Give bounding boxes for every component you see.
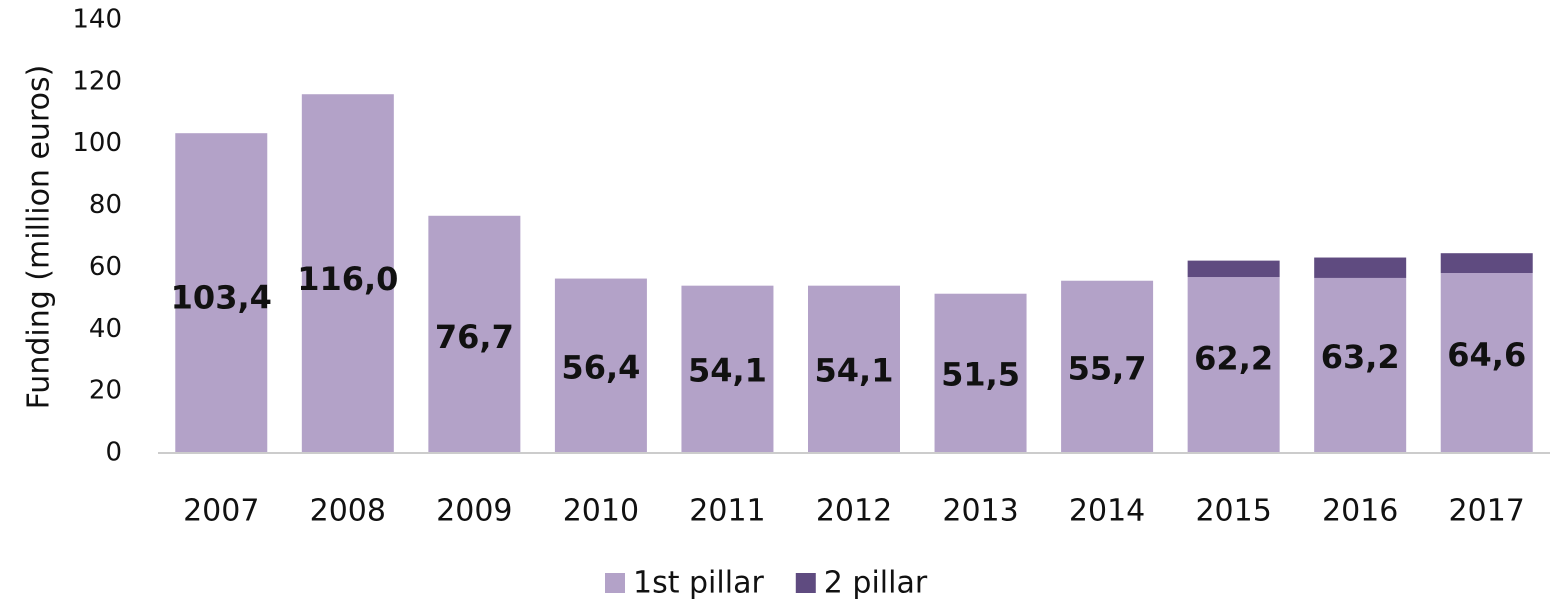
bar-segment	[1314, 257, 1407, 278]
x-tick-label: 2007	[183, 494, 259, 529]
data-label: 54,1	[815, 352, 894, 390]
data-label: 64,6	[1447, 336, 1526, 374]
data-label: 54,1	[688, 352, 767, 390]
bar-segment	[808, 285, 900, 453]
bar-segment	[175, 133, 268, 453]
legend-swatch	[605, 573, 625, 593]
bar-segment	[428, 215, 521, 453]
bar-segment	[934, 293, 1027, 453]
x-tick-label: 2011	[689, 494, 765, 529]
data-label: 103,4	[171, 278, 272, 316]
data-label: 116,0	[297, 260, 398, 298]
bar-segment	[301, 94, 394, 453]
x-tick-label: 2008	[310, 494, 386, 529]
bar-segment	[1187, 260, 1280, 278]
data-label: 62,2	[1194, 340, 1273, 378]
bar-segment	[1187, 277, 1280, 453]
bar-segment	[681, 285, 774, 453]
x-tick-label: 2009	[436, 494, 512, 529]
bar-segment	[1440, 253, 1533, 273]
y-tick-label: 120	[72, 66, 122, 96]
x-tick-label: 2015	[1195, 494, 1271, 529]
legend-swatch	[795, 573, 816, 593]
data-label: 55,7	[1068, 349, 1147, 387]
x-tick-label: 2013	[942, 494, 1018, 529]
bar-segment	[1440, 272, 1533, 453]
y-tick-label: 40	[89, 314, 122, 344]
x-tick-label: 2016	[1322, 494, 1398, 529]
bar-segment	[1061, 280, 1154, 453]
legend-label: 2 pillar	[824, 566, 928, 601]
x-tick-label: 2014	[1069, 494, 1145, 529]
data-label: 51,5	[941, 356, 1020, 394]
y-tick-label: 100	[72, 128, 122, 158]
bar-segment	[554, 278, 647, 453]
data-label: 76,7	[435, 318, 514, 356]
y-tick-label: 140	[72, 5, 122, 35]
x-tick-label: 2012	[816, 494, 892, 529]
x-tick-label: 2010	[563, 494, 639, 529]
x-tick-label: 2017	[1449, 494, 1525, 529]
y-axis-title: Funding (million euros)	[22, 65, 57, 410]
bar-segment	[1314, 277, 1407, 453]
y-tick-label: 0	[105, 438, 122, 468]
data-label: 56,4	[561, 348, 640, 386]
y-tick-label: 60	[89, 252, 122, 282]
legend-label: 1st pillar	[633, 566, 764, 601]
data-label: 63,2	[1321, 338, 1400, 376]
y-tick-label: 20	[89, 376, 122, 406]
y-tick-label: 80	[89, 190, 122, 220]
